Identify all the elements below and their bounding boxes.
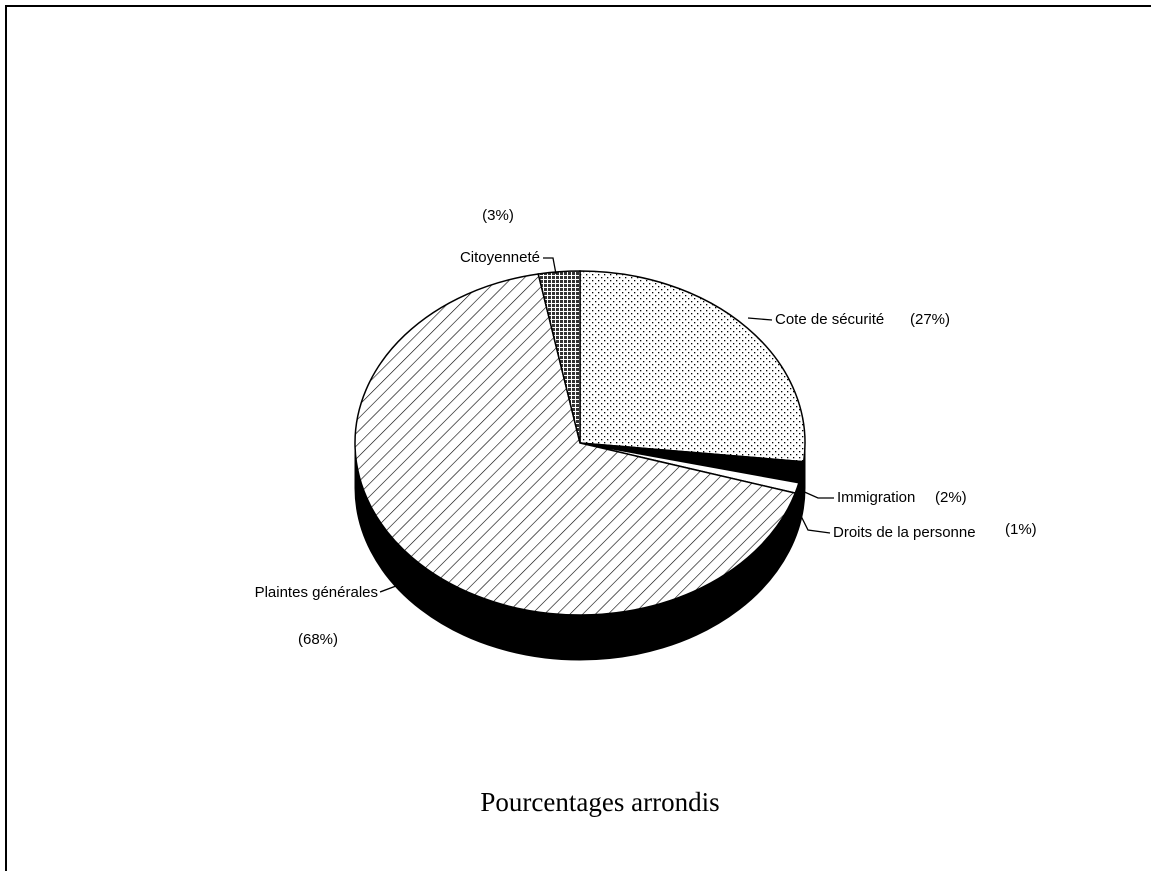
value-label: (3%): [482, 207, 514, 224]
value-label: (68%): [298, 631, 338, 648]
slice-label: Cote de sécurité: [775, 311, 884, 328]
chart-title: Pourcentages arrondis: [480, 787, 719, 817]
pie-slice: [354, 273, 797, 616]
leader-line: [543, 257, 557, 275]
leader-line: [379, 585, 397, 593]
frame: [5, 5, 1151, 871]
leader-line: [799, 489, 834, 499]
slice-label: Citoyenneté: [460, 249, 540, 266]
value-label: (1%): [1005, 521, 1037, 538]
slice-label: Droits de la personne: [833, 524, 976, 541]
pie-slice: [579, 270, 806, 463]
value-label: (27%): [910, 311, 950, 328]
leader-line: [796, 507, 831, 534]
slice-label: Immigration: [837, 489, 915, 506]
slice-label: Plaintes générales: [255, 584, 378, 601]
value-label: (2%): [935, 489, 967, 506]
pie-slice: [537, 270, 581, 444]
leader-line: [747, 317, 773, 321]
